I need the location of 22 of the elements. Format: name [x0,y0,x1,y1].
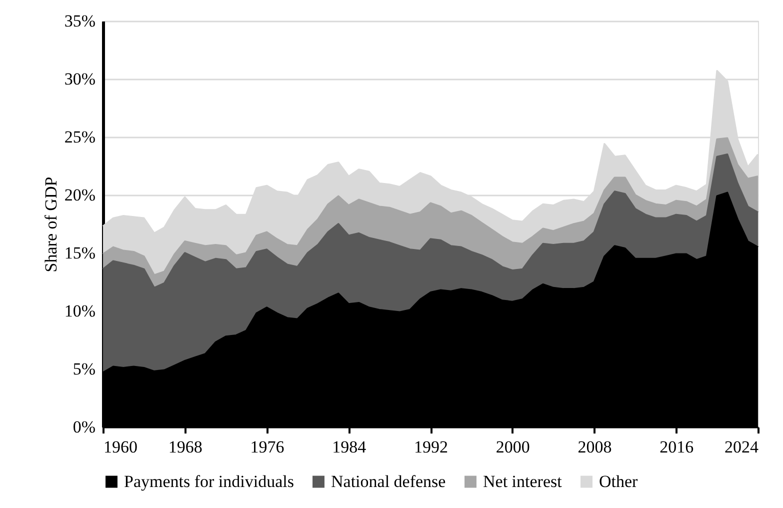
x-tick-label: 1968 [168,438,202,456]
x-tick-label: 1992 [414,438,448,456]
x-tick-label: 2016 [660,438,694,456]
y-tick-label: 30% [64,70,96,88]
y-tick-label: 20% [64,186,96,204]
x-tick-label: 1984 [332,438,367,456]
y-tick-label: 25% [64,128,96,146]
x-tick-label: 2000 [496,438,530,456]
x-tick-label: 2008 [578,438,612,456]
legend-label: Payments for individuals [124,472,294,491]
legend-label: Other [599,472,638,491]
y-tick-label: 15% [64,244,96,262]
x-tick-label: 1976 [250,438,284,456]
y-axis-title: Share of GDP [41,176,60,272]
y-tick-label: 10% [64,302,96,320]
y-tick-label: 35% [64,12,96,30]
y-tick-label: 5% [72,360,96,378]
legend-label: Net interest [483,472,562,491]
legend-label: National defense [331,472,446,491]
x-tick-label: 1960 [104,438,138,456]
x-tick-label: 2024 [724,438,759,456]
y-tick-label: 0% [72,418,96,436]
